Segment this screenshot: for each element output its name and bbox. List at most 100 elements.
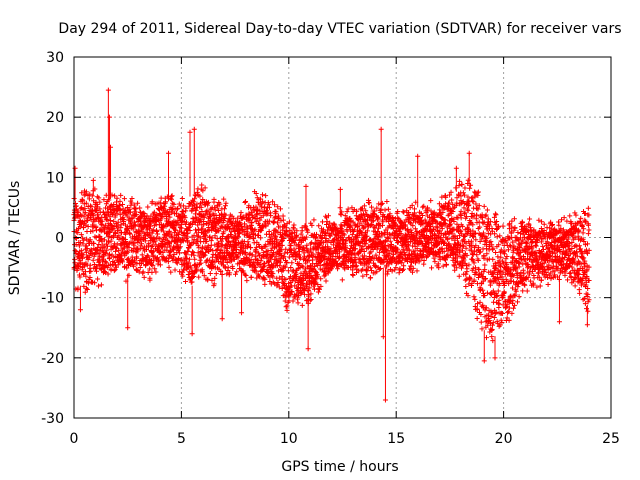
data-point [188, 242, 194, 248]
data-point [135, 200, 141, 206]
data-point [269, 238, 275, 244]
data-point [187, 228, 193, 234]
data-point [133, 206, 139, 212]
data-point [183, 278, 189, 284]
data-point [166, 264, 172, 270]
data-point [84, 286, 90, 292]
data-point [268, 213, 274, 219]
data-point [85, 224, 91, 230]
data-point [180, 209, 186, 215]
data-point [182, 213, 188, 219]
data-point [80, 252, 86, 258]
data-point [187, 256, 193, 262]
data-point [244, 244, 250, 250]
data-point [211, 196, 217, 202]
data-point [157, 262, 163, 268]
data-point [131, 202, 137, 208]
data-point [223, 212, 229, 218]
data-point [266, 218, 272, 224]
data-point [276, 284, 282, 290]
data-point [243, 250, 249, 256]
data-point [147, 223, 153, 229]
data-point [311, 283, 317, 289]
data-point [265, 200, 271, 206]
data-point [272, 227, 278, 233]
data-point [211, 281, 217, 287]
data-point [247, 234, 253, 240]
data-point [138, 261, 144, 267]
data-point [98, 282, 104, 288]
data-point [263, 193, 269, 199]
data-point [230, 266, 236, 272]
data-point [201, 214, 207, 220]
data-point [273, 209, 279, 215]
data-point [315, 237, 321, 243]
data-point [283, 246, 289, 252]
data-point [249, 252, 255, 258]
data-point [278, 206, 284, 212]
data-point [257, 217, 263, 223]
data-point [253, 268, 259, 274]
data-point [199, 267, 205, 273]
data-point [116, 233, 122, 239]
data-point [104, 217, 110, 223]
data-point [124, 248, 130, 254]
data-point [180, 237, 186, 243]
data-point [262, 276, 268, 282]
data-point [152, 238, 158, 244]
data-point [111, 207, 117, 213]
data-point [138, 218, 144, 224]
data-point [103, 201, 109, 207]
data-point [154, 227, 160, 233]
data-point [180, 203, 186, 209]
data-point [160, 228, 166, 234]
data-point [189, 279, 195, 285]
data-point [252, 226, 258, 232]
data-point [194, 189, 200, 195]
data-point [324, 219, 330, 225]
data-point [314, 275, 320, 281]
data-point [230, 220, 236, 226]
data-point [178, 222, 184, 228]
data-point [294, 228, 300, 234]
data-point [118, 192, 124, 198]
data-point [139, 241, 145, 247]
data-point [180, 273, 186, 279]
data-point [286, 219, 292, 225]
data-point [283, 304, 289, 310]
data-point [91, 198, 97, 204]
data-point [126, 230, 132, 236]
data-point [139, 221, 145, 227]
data-point [117, 203, 123, 209]
data-point [107, 214, 113, 220]
data-point [246, 210, 252, 216]
data-point [242, 272, 248, 278]
x-tick-label: 15 [387, 431, 405, 447]
data-point [149, 243, 155, 249]
data-point [129, 195, 135, 201]
data-point [296, 261, 302, 267]
data-point [253, 253, 259, 259]
data-point [171, 201, 177, 207]
data-point [314, 272, 320, 278]
data-point [87, 262, 93, 268]
data-point [92, 280, 98, 286]
data-point [87, 274, 93, 280]
data-point [81, 213, 87, 219]
data-point [170, 258, 176, 264]
data-point [129, 200, 135, 206]
data-point [79, 267, 85, 273]
data-point [295, 300, 301, 306]
data-point [305, 288, 311, 294]
data-point [87, 237, 93, 243]
data-point [277, 230, 283, 236]
data-point [245, 239, 251, 245]
data-point [88, 204, 94, 210]
data-point [177, 244, 183, 250]
data-point [325, 244, 331, 250]
data-point [308, 291, 314, 297]
data-point [153, 269, 159, 275]
data-point [189, 275, 195, 281]
data-point [283, 277, 289, 283]
